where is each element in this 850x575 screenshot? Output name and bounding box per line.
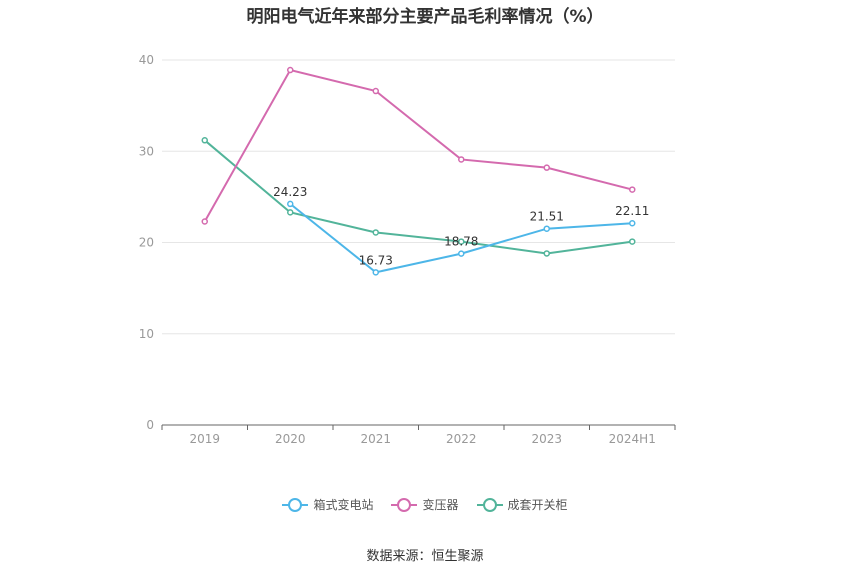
y-tick-label: 20 (139, 236, 154, 250)
legend-marker-icon (282, 497, 309, 512)
x-tick-label: 2021 (360, 432, 391, 446)
x-tick-label: 2024H1 (609, 432, 656, 446)
series-line (203, 68, 633, 223)
data-point (458, 156, 465, 163)
legend-label: 变压器 (422, 498, 459, 512)
y-tick-label: 0 (146, 418, 154, 432)
x-tick-label: 2023 (531, 432, 562, 446)
data-label: 18.78 (444, 235, 478, 249)
y-tick-label: 40 (139, 53, 154, 67)
legend-item[interactable]: 成套开关柜 (476, 496, 568, 513)
data-point (629, 186, 636, 193)
data-point (372, 269, 379, 276)
data-label-layer: 24.23 16.73 18.78 21.51 22.11 (273, 185, 649, 267)
data-point (629, 238, 636, 245)
legend-item[interactable]: 箱式变电站 (282, 496, 373, 513)
legend: 箱式变电站 变压器 成套开关柜 (0, 496, 850, 513)
series-箱式变电站 (287, 200, 636, 276)
data-point (287, 209, 294, 216)
source-note: 数据来源：恒生聚源 (366, 549, 484, 564)
series-line (204, 139, 633, 255)
data-label: 21.51 (530, 210, 564, 224)
data-point (372, 87, 379, 95)
series-变压器 (201, 66, 636, 225)
legend-marker-icon (476, 497, 503, 512)
data-point (201, 218, 208, 225)
data-point (372, 229, 379, 236)
y-tick-label: 10 (139, 327, 154, 341)
data-point (201, 137, 208, 144)
data-label: 16.73 (359, 253, 393, 267)
data-point (458, 238, 465, 245)
data-point (458, 250, 465, 257)
grid-layer (162, 59, 675, 335)
data-point (287, 66, 294, 74)
legend-label: 成套开关柜 (507, 498, 568, 512)
data-label: 22.11 (615, 204, 649, 218)
line-chart: 0 10 20 30 40 2019 2020 2021 2022 2023 2024H1 24.2… (139, 53, 676, 446)
x-tick-label: 2022 (446, 432, 477, 446)
data-point (543, 164, 550, 171)
x-tick-label: 2020 (275, 432, 306, 446)
axis-layer: 0 10 20 30 40 2019 2020 2021 2022 2023 2024H1 (139, 53, 676, 446)
data-label: 24.23 (273, 185, 307, 199)
series-成套开关柜 (201, 137, 636, 257)
legend-marker-icon (391, 497, 418, 512)
y-tick-label: 30 (139, 144, 154, 158)
x-tick-label: 2019 (189, 432, 220, 446)
chart-title: 明阳电气近年来部分主要产品毛利率情况（%） (246, 7, 604, 27)
legend-label: 箱式变电站 (313, 498, 374, 512)
data-point (543, 225, 550, 232)
data-point (543, 250, 550, 257)
legend-item[interactable]: 变压器 (391, 496, 459, 513)
series-layer (201, 66, 636, 276)
data-point (287, 200, 294, 208)
data-point (629, 219, 636, 227)
